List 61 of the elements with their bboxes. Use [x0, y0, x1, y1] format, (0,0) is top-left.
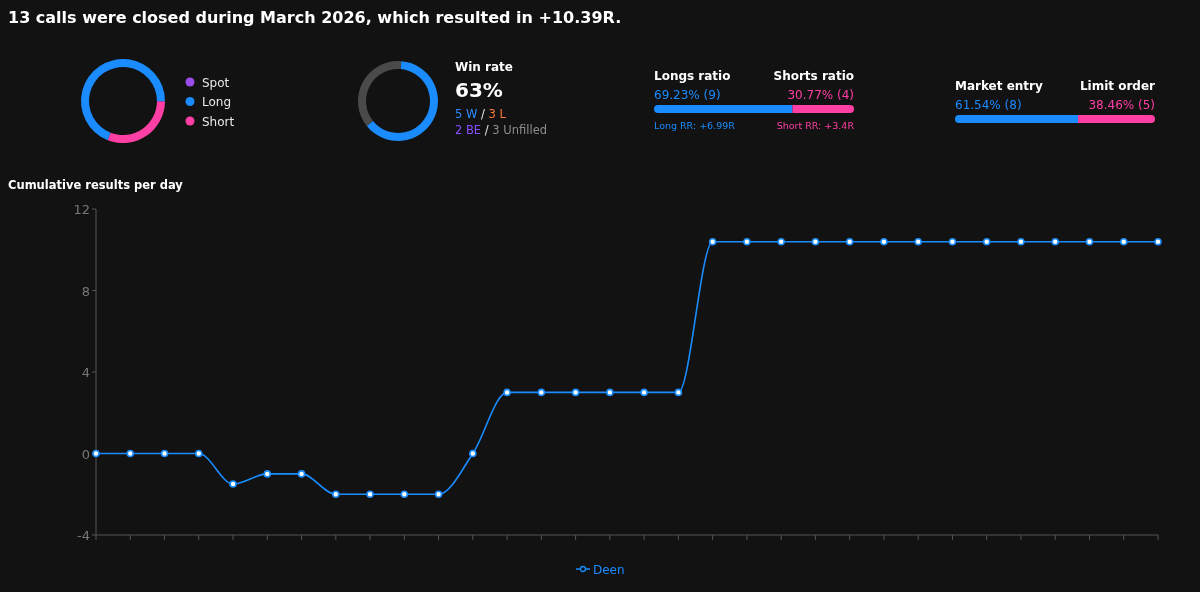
point — [537, 388, 546, 397]
y-tick-label: 4 — [81, 365, 90, 380]
point — [1085, 238, 1094, 246]
point — [160, 449, 169, 458]
point — [126, 449, 135, 458]
series-label: Market entry — [955, 79, 1043, 93]
y-tick-label: -4 — [77, 528, 90, 543]
data-label: 30.77% (4) — [787, 88, 854, 102]
point — [434, 490, 443, 499]
series-label: Limit order — [1079, 79, 1156, 93]
data-label: 69.23% (9) — [654, 88, 721, 102]
chart-title: Cumulative results per day — [8, 178, 184, 192]
point — [571, 388, 580, 397]
legend-label: Long — [202, 95, 232, 109]
point — [743, 238, 751, 246]
y-tick-label: 12 — [73, 202, 90, 217]
legend-label: Short — [202, 114, 235, 129]
point — [777, 238, 785, 246]
series-label: Shorts ratio — [773, 69, 854, 83]
point — [263, 470, 272, 478]
text: Short RR: +3.4R — [776, 120, 855, 131]
point — [92, 449, 100, 458]
point — [1119, 238, 1128, 246]
point — [982, 238, 991, 246]
data-label: 61.54% (8) — [955, 98, 1022, 112]
text: 5 W / 3 L — [455, 107, 507, 121]
point — [503, 388, 511, 397]
text: Long RR: +6.99R — [654, 120, 736, 131]
y-tick-label: 8 — [81, 283, 90, 299]
legend-label: Deen — [593, 562, 625, 577]
point — [606, 388, 614, 397]
point — [229, 480, 237, 488]
text: Win rate — [455, 60, 513, 74]
donut-slice — [358, 61, 402, 126]
text: 13 calls were closed during March 2026, which resulted in +10.39R. — [8, 8, 622, 27]
text: 63% — [455, 78, 503, 102]
data-label: 38.46% (5) — [1088, 98, 1155, 112]
point — [297, 470, 306, 478]
donut-slice — [81, 59, 165, 141]
point — [811, 238, 820, 246]
donut-slice — [366, 61, 438, 141]
text: 2 BE / 3 Unfilled — [455, 123, 548, 137]
point — [708, 238, 717, 246]
point — [880, 238, 888, 246]
y-tick-label: 0 — [81, 446, 90, 462]
point — [469, 449, 477, 458]
point — [674, 388, 683, 397]
point — [914, 238, 922, 246]
legend-label: Spot — [202, 75, 230, 90]
point — [366, 490, 374, 499]
point — [194, 449, 203, 458]
point — [948, 238, 957, 246]
series-label: Longs ratio — [654, 69, 731, 83]
point — [640, 388, 648, 397]
point — [1051, 238, 1060, 246]
point — [845, 238, 854, 246]
donut-slice — [107, 101, 165, 143]
point — [1017, 238, 1025, 246]
point — [332, 490, 340, 499]
point — [1154, 238, 1162, 246]
point — [400, 490, 409, 499]
